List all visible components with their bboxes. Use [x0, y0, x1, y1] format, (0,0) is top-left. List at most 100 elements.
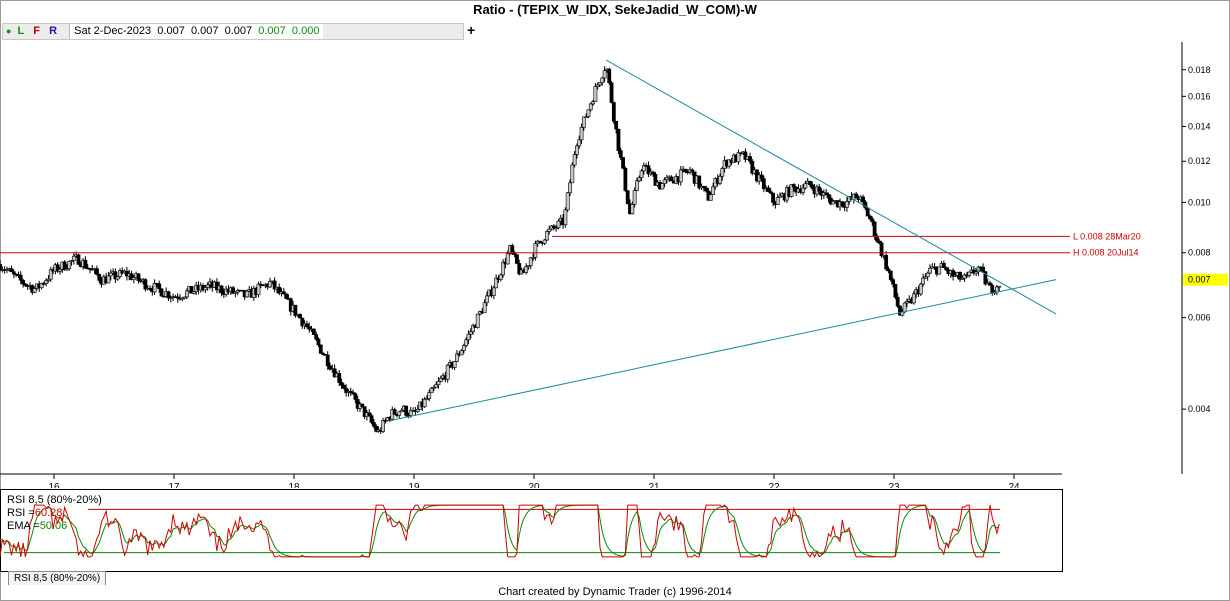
candle-body	[988, 282, 992, 286]
candle-body	[625, 190, 630, 205]
candle-body	[136, 273, 141, 281]
x-tick-label: 22	[768, 482, 780, 488]
candle-body	[5, 269, 9, 272]
ohlc-high: 0.007	[190, 25, 219, 37]
rsi-label: RSI =	[7, 507, 35, 519]
candle-body	[602, 70, 607, 79]
rsi-legend: RSI 8,5 (80%-20%) RSI =60.28 EMA =50.06	[7, 494, 102, 533]
candle-body	[720, 168, 725, 177]
candle-body	[311, 328, 316, 335]
candle-body	[651, 171, 655, 175]
candle-body	[157, 283, 162, 290]
rsi-chart-area[interactable]	[0, 489, 1230, 573]
candle-body	[635, 180, 639, 191]
candle-body	[660, 183, 665, 190]
candle-body	[808, 180, 812, 186]
candle-body	[461, 345, 466, 351]
candle-body	[581, 116, 586, 128]
line-mode-button[interactable]: L	[17, 25, 25, 37]
candle-body	[83, 259, 88, 269]
candle-body	[803, 183, 808, 189]
candle-body	[219, 285, 224, 293]
candle-body	[905, 301, 909, 304]
x-tick-label: 23	[888, 482, 900, 488]
y-tick-label: 0.014	[1188, 121, 1211, 131]
candle-body	[743, 151, 748, 160]
rsi-value: 60.28	[34, 507, 63, 519]
candle-body	[482, 302, 487, 314]
candle-body	[995, 286, 999, 293]
x-tick-label: 16	[48, 482, 60, 488]
candle-body	[748, 156, 752, 162]
trendline	[389, 279, 1057, 422]
candle-body	[429, 388, 434, 393]
ohlc-date: Sat 2-Dec-2023	[74, 25, 152, 37]
candle-body	[129, 273, 134, 281]
candle-body	[879, 242, 884, 256]
candle-body	[39, 283, 44, 289]
candle-body	[840, 201, 845, 207]
candle-body	[422, 399, 427, 408]
x-tick-label: 20	[528, 482, 540, 488]
candle-body	[911, 293, 916, 304]
candle-body	[824, 192, 829, 195]
candle-body	[941, 262, 946, 268]
candle-body	[577, 139, 582, 147]
candle-body	[392, 409, 397, 415]
trendline	[605, 59, 1057, 315]
add-plus-icon[interactable]: +	[467, 22, 476, 38]
fib-mode-button[interactable]: F	[33, 25, 41, 37]
candle-body	[404, 405, 409, 416]
candle-body	[415, 409, 420, 413]
ohlc-change: 0.000	[291, 25, 320, 37]
candle-body	[607, 68, 612, 84]
candle-body	[427, 392, 432, 399]
candle-body	[727, 159, 732, 167]
ratio-mode-button[interactable]: R	[49, 25, 58, 37]
candle-body	[143, 279, 148, 290]
candle-body	[341, 384, 346, 389]
candle-body	[62, 261, 67, 271]
candle-body	[556, 220, 561, 229]
candle-body	[510, 245, 515, 254]
candle-body	[438, 378, 443, 382]
rsi-panel-tab[interactable]: RSI 8,5 (80%-20%)	[8, 571, 107, 585]
candle-body	[708, 194, 713, 201]
rsi-panel-title: RSI 8,5 (80%-20%)	[7, 494, 102, 506]
candle-body	[595, 84, 600, 88]
candle-body	[923, 276, 928, 279]
y-tick-label: 0.008	[1188, 248, 1211, 258]
candle-body	[960, 277, 965, 280]
candle-body	[868, 215, 872, 220]
y-tick-label: 0.012	[1188, 156, 1211, 166]
current-price-label: 0.007	[1188, 275, 1211, 285]
candle-body	[277, 286, 282, 294]
candle-body	[44, 280, 49, 284]
candle-body	[408, 410, 413, 416]
candle-body	[789, 184, 794, 197]
candle-body	[46, 278, 51, 281]
horizontal-level-label: H 0.008 20Jul14	[1073, 248, 1139, 258]
candle-body	[48, 269, 53, 280]
chart-title: Ratio - (TEPIX_W_IDX, SekeJadid_W_COM)-W	[473, 2, 757, 17]
candle-body	[771, 192, 775, 203]
candle-body	[369, 415, 374, 423]
candle-body	[205, 284, 210, 288]
price-chart-area[interactable]: 0.018 0.016 0.014 0.012 0.010 0.008 0.006 0.004…	[0, 42, 1230, 488]
candle-body	[639, 170, 644, 178]
candle-body	[337, 373, 342, 383]
candle-body	[371, 422, 376, 427]
candle-body	[325, 354, 330, 367]
candle-body	[434, 384, 439, 388]
candle-body	[593, 86, 598, 102]
candle-body	[106, 275, 111, 284]
candle-body	[609, 82, 614, 103]
candle-body	[471, 325, 475, 333]
candle-body	[23, 283, 28, 286]
candle-body	[958, 271, 962, 280]
current-price-marker	[1183, 273, 1228, 286]
candle-body	[997, 285, 1002, 288]
candle-body	[71, 255, 76, 261]
candle-body	[272, 280, 277, 290]
ohlc-open: 0.007	[157, 25, 185, 37]
